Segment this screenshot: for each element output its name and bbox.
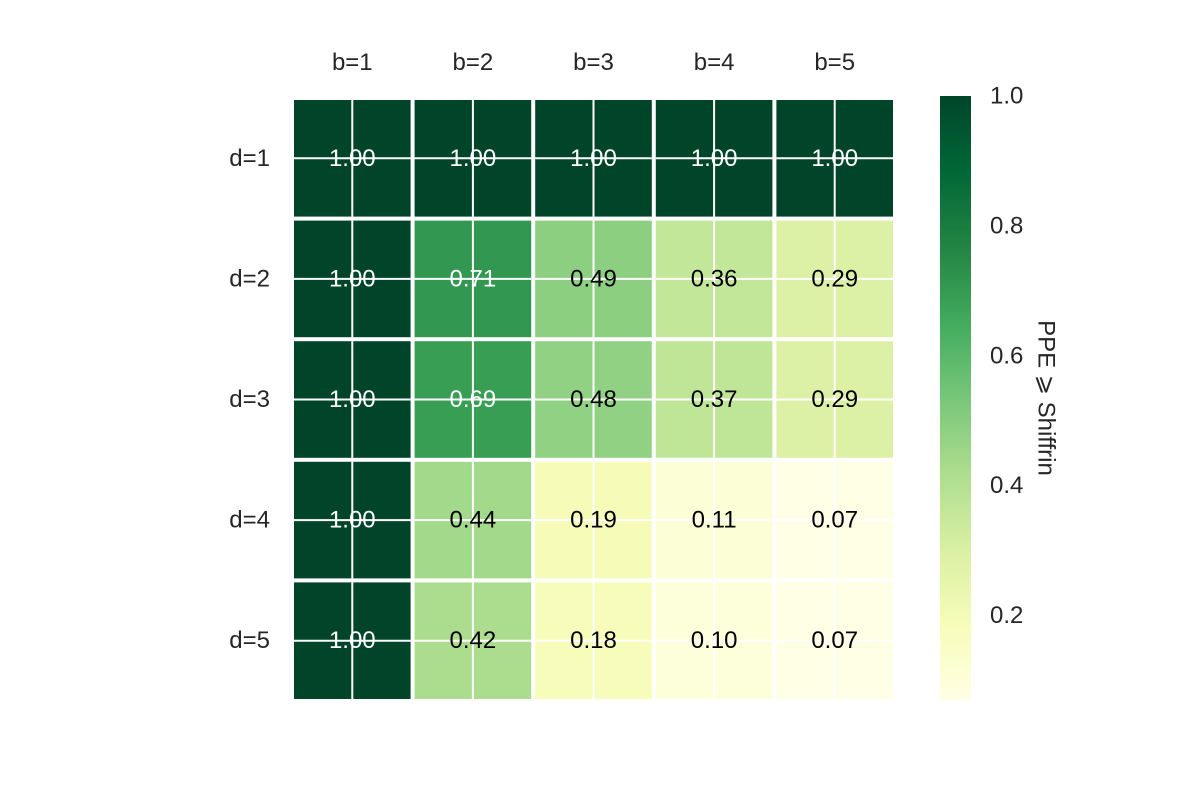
cell-value-label: 0.36 <box>691 265 738 292</box>
y-tick-label: d=5 <box>229 627 270 654</box>
cell-value-label: 1.00 <box>329 627 376 654</box>
y-tick-labels: d=1 d=2 d=3 d=4 d=5 <box>229 145 270 654</box>
cell-value-label: 0.69 <box>450 386 497 413</box>
colorbar-tick-labels: 0.2 0.4 0.6 0.8 1.0 <box>990 83 1023 630</box>
cell-value-label: 0.37 <box>691 386 738 413</box>
cell-value-label: 1.00 <box>811 145 858 172</box>
colorbar-tick-label: 0.8 <box>990 212 1023 239</box>
cell-value-label: 0.49 <box>570 265 617 292</box>
cell-value-label: 0.44 <box>450 507 497 534</box>
y-tick-label: d=2 <box>229 265 270 292</box>
cell-value-label: 0.48 <box>570 386 617 413</box>
cell-value-label: 1.00 <box>691 145 738 172</box>
colorbar-gradient <box>940 96 971 700</box>
colorbar-label: PPE ⩾ Shiffrin <box>1033 320 1060 476</box>
colorbar-tick-label: 0.4 <box>990 472 1023 499</box>
x-tick-label: b=2 <box>453 49 494 76</box>
y-tick-label: d=1 <box>229 145 270 172</box>
cell-value-label: 0.29 <box>811 265 858 292</box>
cell-value-label: 0.18 <box>570 627 617 654</box>
colorbar-tick-label: 0.2 <box>990 602 1023 629</box>
cell-value-label: 0.42 <box>450 627 497 654</box>
cell-value-label: 0.10 <box>691 627 738 654</box>
cell-value-label: 1.00 <box>329 145 376 172</box>
colorbar: 0.2 0.4 0.6 0.8 1.0 PPE ⩾ Shiffrin <box>940 83 1060 700</box>
cell-value-label: 0.19 <box>570 507 617 534</box>
colorbar-tick-label: 1.0 <box>990 83 1023 110</box>
cell-value-label: 0.07 <box>811 507 858 534</box>
cell-value-label: 0.07 <box>811 627 858 654</box>
x-tick-labels: b=1 b=2 b=3 b=4 b=5 <box>332 49 855 76</box>
x-tick-label: b=3 <box>573 49 614 76</box>
cell-value-label: 1.00 <box>329 265 376 292</box>
cell-value-label: 1.00 <box>329 386 376 413</box>
cell-value-label: 1.00 <box>570 145 617 172</box>
cell-value-label: 1.00 <box>329 507 376 534</box>
heatmap-cells: 1.00 1.00 1.00 1.00 1.00 1.00 0.71 0.49 0.36 0.29… <box>294 100 893 699</box>
colorbar-tick-label: 0.6 <box>990 342 1023 369</box>
cell-value-label: 1.00 <box>450 145 497 172</box>
x-tick-label: b=4 <box>694 49 735 76</box>
cell-value-label: 0.11 <box>692 507 737 534</box>
y-tick-label: d=4 <box>229 507 270 534</box>
cell-value-label: 0.29 <box>811 386 858 413</box>
x-tick-label: b=1 <box>332 49 373 76</box>
y-tick-label: d=3 <box>229 386 270 413</box>
cell-value-label: 0.71 <box>450 265 497 292</box>
x-tick-label: b=5 <box>814 49 855 76</box>
